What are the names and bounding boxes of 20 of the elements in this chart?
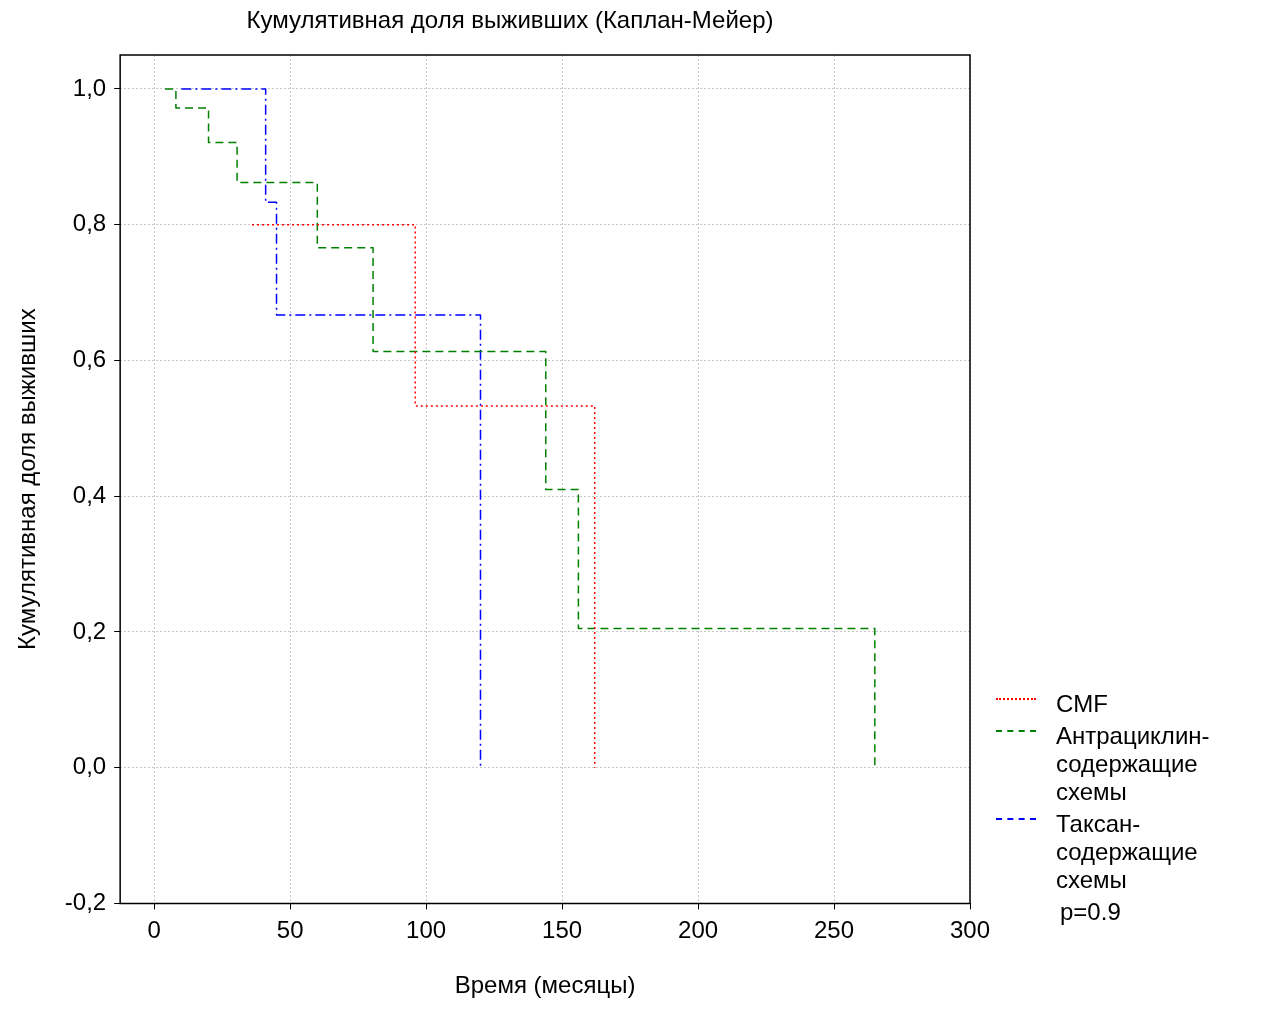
text: p=0.9 xyxy=(1060,898,1122,926)
x-tick-label: 50 xyxy=(276,916,304,944)
y-tick-label: 0,8 xyxy=(72,209,107,237)
x-axis-title: Время (месяцы) xyxy=(454,971,636,999)
y-tick-label: -0,2 xyxy=(64,888,107,916)
chart-title: Кумулятивная доля выживших (Каплан-Мейер) xyxy=(245,6,775,34)
x-tick-label: 300 xyxy=(949,916,991,944)
x-tick-label: 100 xyxy=(406,916,447,944)
legend-label: Антрациклин-содержащие схемы xyxy=(1056,722,1211,806)
x-tick-label: 150 xyxy=(542,916,583,944)
legend-label: CMF xyxy=(1056,690,1108,718)
x-tick-label: 200 xyxy=(678,916,719,944)
y-tick-label: 0,2 xyxy=(72,616,107,644)
x-tick-label: 250 xyxy=(814,916,855,944)
y-tick-label: 0,0 xyxy=(72,752,107,780)
y-axis-title: Кумулятивная доля выживших xyxy=(13,308,41,651)
y-tick-label: 1,0 xyxy=(72,73,107,101)
y-tick-label: 0,6 xyxy=(72,345,107,373)
x-tick-label: 0 xyxy=(147,916,161,944)
y-tick-label: 0,4 xyxy=(72,480,107,508)
